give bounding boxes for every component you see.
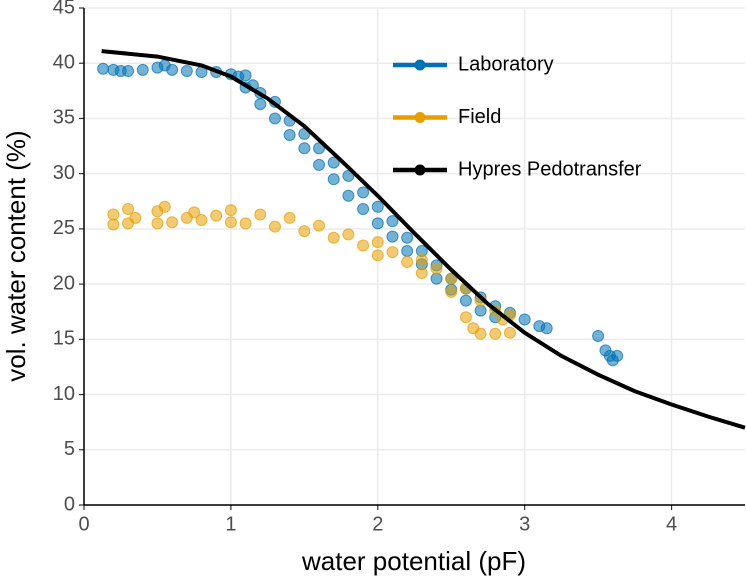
- point: [371, 200, 384, 213]
- point: [445, 272, 458, 285]
- legend-label: Hypres Pedotransfer: [458, 158, 642, 180]
- y-tick-label: 40: [53, 52, 75, 74]
- point: [239, 217, 252, 230]
- point: [298, 142, 311, 155]
- point: [430, 262, 443, 275]
- y-tick-label: 25: [53, 217, 75, 239]
- point: [254, 208, 267, 221]
- y-tick-label: 20: [53, 272, 75, 294]
- point: [540, 322, 553, 335]
- legend-key-dot: [414, 59, 426, 71]
- point: [474, 304, 487, 317]
- point: [592, 330, 605, 343]
- point: [166, 63, 179, 76]
- x-axis-title: water potential (pF): [301, 546, 526, 576]
- point: [239, 69, 252, 82]
- point: [327, 231, 340, 244]
- point: [151, 217, 164, 230]
- point: [107, 218, 120, 231]
- y-tick-label: 15: [53, 328, 75, 350]
- point: [518, 313, 531, 326]
- point: [210, 209, 223, 222]
- point: [489, 327, 502, 340]
- point: [430, 272, 443, 285]
- point: [158, 200, 171, 213]
- point: [357, 186, 370, 199]
- y-axis-title: vol. water content (%): [1, 130, 31, 381]
- point: [386, 230, 399, 243]
- legend-key-dot: [414, 164, 426, 176]
- point: [371, 236, 384, 249]
- point: [415, 253, 428, 266]
- y-tick-label: 0: [64, 493, 75, 515]
- point: [401, 256, 414, 269]
- point: [313, 142, 326, 155]
- point: [327, 173, 340, 186]
- point: [313, 219, 326, 232]
- point: [371, 217, 384, 230]
- point: [180, 64, 193, 77]
- point: [611, 349, 624, 362]
- point: [342, 228, 355, 241]
- point: [342, 189, 355, 202]
- x-tick-label: 3: [519, 513, 530, 535]
- legend-label: Field: [458, 106, 501, 128]
- point: [136, 63, 149, 76]
- point: [327, 156, 340, 169]
- point: [342, 169, 355, 182]
- point: [313, 158, 326, 171]
- point: [283, 129, 296, 142]
- point: [371, 249, 384, 262]
- legend-key-dot: [414, 112, 426, 123]
- point: [268, 112, 281, 125]
- point: [97, 62, 110, 75]
- point: [254, 98, 267, 111]
- point: [357, 239, 370, 252]
- point: [283, 211, 296, 224]
- point: [166, 216, 179, 229]
- point: [224, 216, 237, 229]
- y-tick-label: 10: [53, 383, 75, 405]
- point: [415, 267, 428, 280]
- point: [401, 244, 414, 257]
- point: [459, 311, 472, 324]
- point: [386, 246, 399, 259]
- point: [195, 214, 208, 227]
- x-tick-label: 0: [78, 513, 89, 535]
- point: [268, 220, 281, 233]
- x-tick-label: 4: [666, 513, 677, 535]
- point: [129, 211, 142, 224]
- x-tick-label: 1: [225, 513, 236, 535]
- point: [224, 204, 237, 217]
- point: [357, 203, 370, 216]
- point: [188, 206, 201, 219]
- point: [122, 203, 135, 216]
- y-tick-label: 35: [53, 107, 75, 129]
- y-tick-label: 45: [53, 0, 75, 18]
- line: [101, 49, 746, 430]
- point: [386, 215, 399, 228]
- point: [474, 327, 487, 340]
- legend-label: Laboratory: [458, 53, 554, 75]
- point: [401, 231, 414, 244]
- point: [459, 294, 472, 307]
- point: [445, 285, 458, 298]
- point: [298, 225, 311, 238]
- y-tick-label: 30: [53, 162, 75, 184]
- y-tick-label: 5: [64, 438, 75, 460]
- point: [122, 64, 135, 77]
- point: [503, 326, 516, 339]
- x-tick-label: 2: [372, 513, 383, 535]
- point: [107, 208, 120, 221]
